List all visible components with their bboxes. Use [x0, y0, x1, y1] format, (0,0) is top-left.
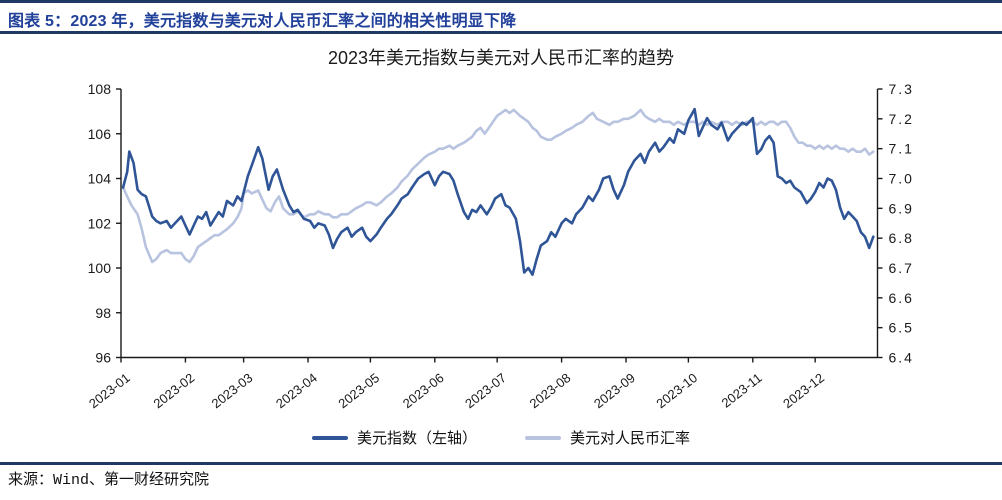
right-axis-tick-label: 6.8	[889, 230, 914, 246]
right-axis-tick-label: 6.5	[889, 320, 914, 336]
x-axis-tick-label: 2023-11	[719, 370, 765, 411]
legend-label-cny: 美元对人民币汇率	[570, 430, 691, 447]
source-note: 来源：Wind、第一财经研究院	[8, 472, 210, 489]
x-axis-tick-label: 2023-09	[591, 370, 638, 411]
right-axis-tick-label: 7.2	[889, 111, 914, 127]
chart-title: 2023年美元指数与美元对人民币汇率的趋势	[327, 48, 675, 68]
right-axis-tick-label: 7.1	[889, 141, 914, 157]
left-axis-tick-label: 100	[88, 260, 112, 276]
x-axis-tick-label: 2023-05	[335, 370, 382, 411]
left-axis-tick-label: 98	[95, 305, 111, 321]
left-axis-tick-label: 104	[88, 171, 112, 187]
legend-entry-cny: 美元对人民币汇率	[525, 427, 690, 448]
cny-line	[121, 108, 875, 264]
x-axis-tick-label: 2023-07	[462, 370, 509, 411]
legend-label-dxy: 美元指数（左轴）	[356, 430, 477, 447]
right-axis-tick-label: 6.6	[889, 290, 914, 306]
x-axis-tick-label: 2023-01	[86, 370, 133, 411]
right-axis-tick-label: 6.4	[889, 350, 914, 366]
x-axis-tick-label: 2023-08	[527, 370, 574, 411]
x-axis-tick-label: 2023-10	[653, 370, 700, 411]
x-axis-tick-label: 2023-02	[150, 370, 197, 411]
left-axis-tick-label: 102	[88, 215, 112, 231]
cny-line-swatch	[525, 435, 561, 440]
dxy-line	[121, 107, 875, 277]
right-axis-tick-label: 7.3	[889, 81, 914, 97]
x-axis-tick-label: 2023-06	[400, 370, 447, 411]
figure-caption: 图表 5：2023 年，美元指数与美元对人民币汇率之间的相关性明显下降	[8, 13, 517, 30]
left-axis-tick-label: 106	[88, 126, 112, 142]
caption-divider	[0, 31, 1002, 34]
dxy-line-swatch	[311, 435, 348, 440]
right-axis-tick-label: 6.7	[889, 260, 914, 276]
right-axis-tick-label: 6.9	[889, 200, 914, 216]
left-axis-tick-label: 96	[95, 350, 111, 366]
footer-divider	[0, 462, 1002, 465]
left-axis-tick-label: 108	[88, 81, 112, 97]
top-divider	[0, 0, 1002, 3]
x-axis-tick-label: 2023-03	[209, 370, 256, 411]
x-axis-tick-label: 2023-12	[780, 370, 827, 411]
chart-legend: 美元指数（左轴） 美元对人民币汇率	[0, 427, 1002, 448]
legend-entry-dxy: 美元指数（左轴）	[311, 427, 477, 448]
x-axis-tick-label: 2023-04	[273, 370, 320, 411]
right-axis-tick-label: 7.0	[889, 171, 914, 187]
